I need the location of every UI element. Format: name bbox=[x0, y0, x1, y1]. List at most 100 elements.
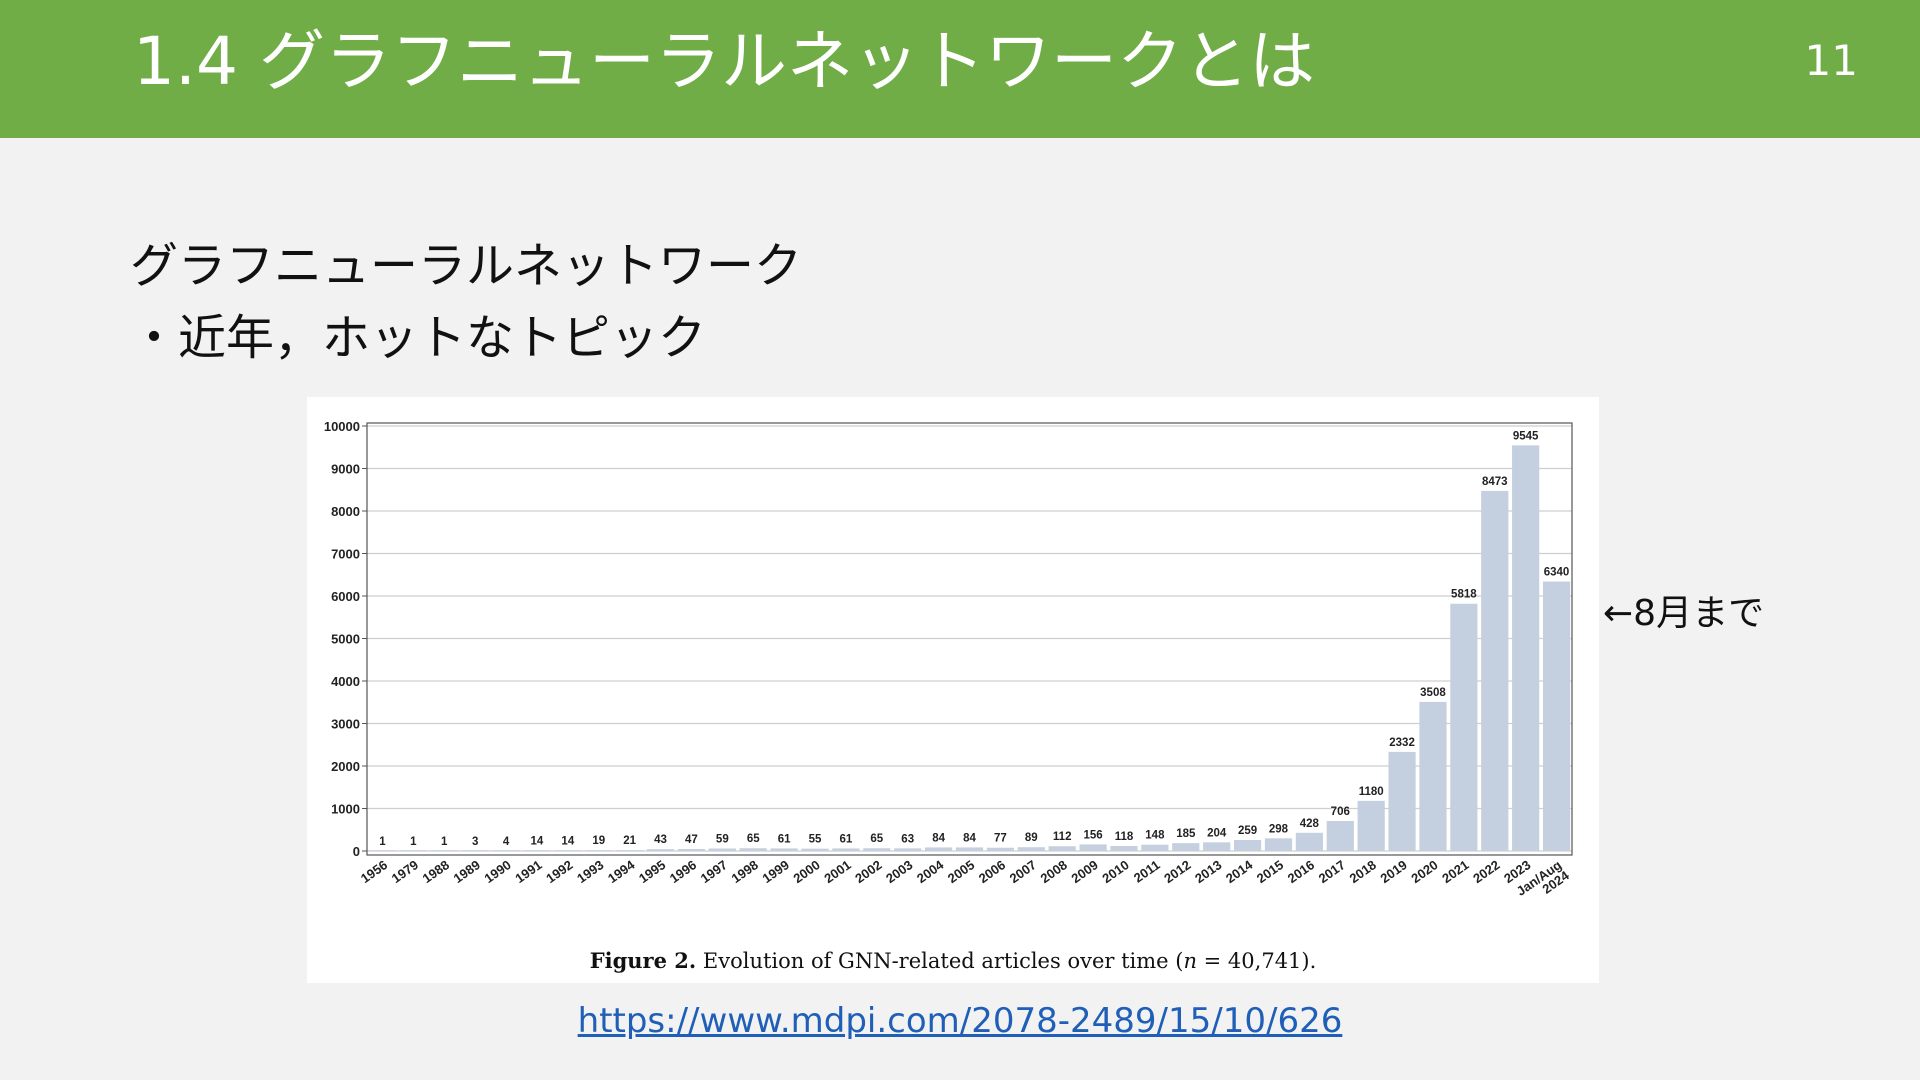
data-label: 59 bbox=[716, 833, 729, 845]
bar bbox=[925, 847, 953, 851]
x-tick-label: 2010 bbox=[1099, 857, 1131, 886]
x-tick-label: 2005 bbox=[945, 857, 977, 886]
x-tick-label: 2013 bbox=[1192, 857, 1224, 886]
data-label: 43 bbox=[654, 834, 667, 846]
svg-text:2014: 2014 bbox=[1223, 857, 1256, 886]
data-label: 61 bbox=[778, 833, 791, 845]
bar bbox=[616, 850, 644, 851]
svg-text:2006: 2006 bbox=[976, 857, 1008, 886]
bar bbox=[1048, 846, 1076, 851]
data-label: 6340 bbox=[1544, 567, 1570, 579]
data-label: 148 bbox=[1145, 830, 1165, 842]
x-tick-label: 2018 bbox=[1347, 857, 1379, 886]
svg-text:2010: 2010 bbox=[1099, 857, 1131, 886]
data-label: 55 bbox=[809, 834, 822, 846]
data-label: 118 bbox=[1115, 831, 1134, 843]
x-tick-label: 1998 bbox=[729, 857, 761, 886]
data-label: 259 bbox=[1238, 825, 1257, 837]
data-label: 77 bbox=[994, 833, 1007, 845]
data-label: 8473 bbox=[1482, 476, 1508, 488]
bar bbox=[368, 850, 397, 851]
y-tick-label: 0 bbox=[353, 844, 360, 859]
x-tick-label: 1988 bbox=[420, 857, 452, 886]
data-label: 204 bbox=[1207, 827, 1227, 839]
x-tick-label: 1989 bbox=[451, 857, 483, 886]
bar bbox=[430, 850, 458, 851]
bar bbox=[739, 848, 767, 851]
page-number: 11 bbox=[1804, 36, 1858, 85]
data-label: 1 bbox=[379, 836, 386, 848]
bar bbox=[1233, 839, 1262, 851]
x-tick-label: 1979 bbox=[389, 857, 421, 886]
bar bbox=[1450, 603, 1478, 851]
svg-text:2004: 2004 bbox=[914, 857, 947, 886]
bar bbox=[894, 848, 922, 851]
x-tick-label: 2002 bbox=[852, 857, 884, 886]
x-tick-label: 1992 bbox=[543, 857, 575, 886]
bar bbox=[1079, 844, 1107, 851]
data-label: 2332 bbox=[1389, 737, 1415, 749]
bar bbox=[1017, 847, 1045, 851]
svg-text:1992: 1992 bbox=[543, 857, 575, 886]
slide-heading: グラフニューラルネットワーク bbox=[130, 238, 803, 294]
bar bbox=[585, 850, 613, 851]
bar bbox=[554, 850, 582, 851]
x-tick-label: 1996 bbox=[667, 857, 699, 886]
source-link[interactable]: https://www.mdpi.com/2078-2489/15/10/626 bbox=[577, 1001, 1343, 1041]
svg-text:2022: 2022 bbox=[1470, 857, 1502, 886]
x-tick-label: 1995 bbox=[636, 857, 668, 886]
y-tick-label: 9000 bbox=[331, 462, 360, 477]
plot-frame bbox=[366, 422, 1573, 856]
y-tick-label: 8000 bbox=[331, 504, 360, 519]
y-tick-label: 6000 bbox=[331, 589, 360, 604]
svg-text:2020: 2020 bbox=[1408, 857, 1440, 886]
data-label: 14 bbox=[561, 835, 574, 847]
svg-text:1999: 1999 bbox=[760, 857, 792, 886]
x-tick-label: 2020 bbox=[1408, 857, 1440, 886]
data-label: 1 bbox=[441, 836, 448, 848]
svg-text:1990: 1990 bbox=[481, 857, 513, 886]
x-tick-label: 1956 bbox=[358, 857, 390, 886]
svg-text:2017: 2017 bbox=[1316, 857, 1348, 886]
bar bbox=[801, 848, 829, 851]
svg-text:1988: 1988 bbox=[420, 857, 452, 886]
bar bbox=[986, 847, 1014, 851]
y-tick-label: 5000 bbox=[331, 632, 360, 647]
x-tick-label: 2015 bbox=[1254, 857, 1286, 886]
svg-text:1979: 1979 bbox=[389, 857, 421, 886]
svg-text:1996: 1996 bbox=[667, 857, 699, 886]
bar bbox=[1141, 844, 1169, 851]
svg-text:2009: 2009 bbox=[1069, 857, 1101, 886]
svg-text:1993: 1993 bbox=[574, 857, 606, 886]
x-tick-label: 2012 bbox=[1161, 857, 1193, 886]
bar bbox=[1326, 820, 1354, 851]
bullet-item: ・近年，ホットなトピック bbox=[130, 310, 707, 366]
data-label: 3508 bbox=[1420, 687, 1446, 699]
slide-header: 1.4 グラフニューラルネットワークとは 11 bbox=[0, 0, 1920, 138]
bar bbox=[863, 848, 891, 851]
x-tick-label: 1990 bbox=[481, 857, 513, 886]
y-tick-label: 10000 bbox=[324, 419, 360, 434]
x-tick-label: 2022 bbox=[1470, 857, 1502, 886]
x-tick-label: 2014 bbox=[1223, 857, 1256, 886]
data-label: 112 bbox=[1053, 831, 1072, 843]
data-label: 4 bbox=[503, 836, 510, 848]
y-tick-label: 1000 bbox=[331, 802, 360, 817]
y-tick-label: 7000 bbox=[331, 547, 360, 562]
svg-text:2016: 2016 bbox=[1285, 857, 1317, 886]
bar bbox=[1172, 843, 1200, 851]
bar bbox=[492, 850, 520, 851]
data-label: 21 bbox=[623, 835, 636, 847]
svg-text:1998: 1998 bbox=[729, 857, 761, 886]
bar bbox=[1542, 581, 1571, 851]
data-label: 156 bbox=[1083, 829, 1102, 841]
svg-text:2005: 2005 bbox=[945, 857, 977, 886]
svg-text:1997: 1997 bbox=[698, 857, 730, 886]
bar bbox=[1419, 701, 1447, 851]
bar bbox=[1110, 845, 1138, 851]
bar bbox=[1264, 838, 1293, 851]
bar bbox=[770, 848, 798, 851]
x-tick-label: 2021 bbox=[1439, 857, 1471, 886]
svg-text:2008: 2008 bbox=[1038, 857, 1070, 886]
data-label: 428 bbox=[1300, 818, 1320, 830]
